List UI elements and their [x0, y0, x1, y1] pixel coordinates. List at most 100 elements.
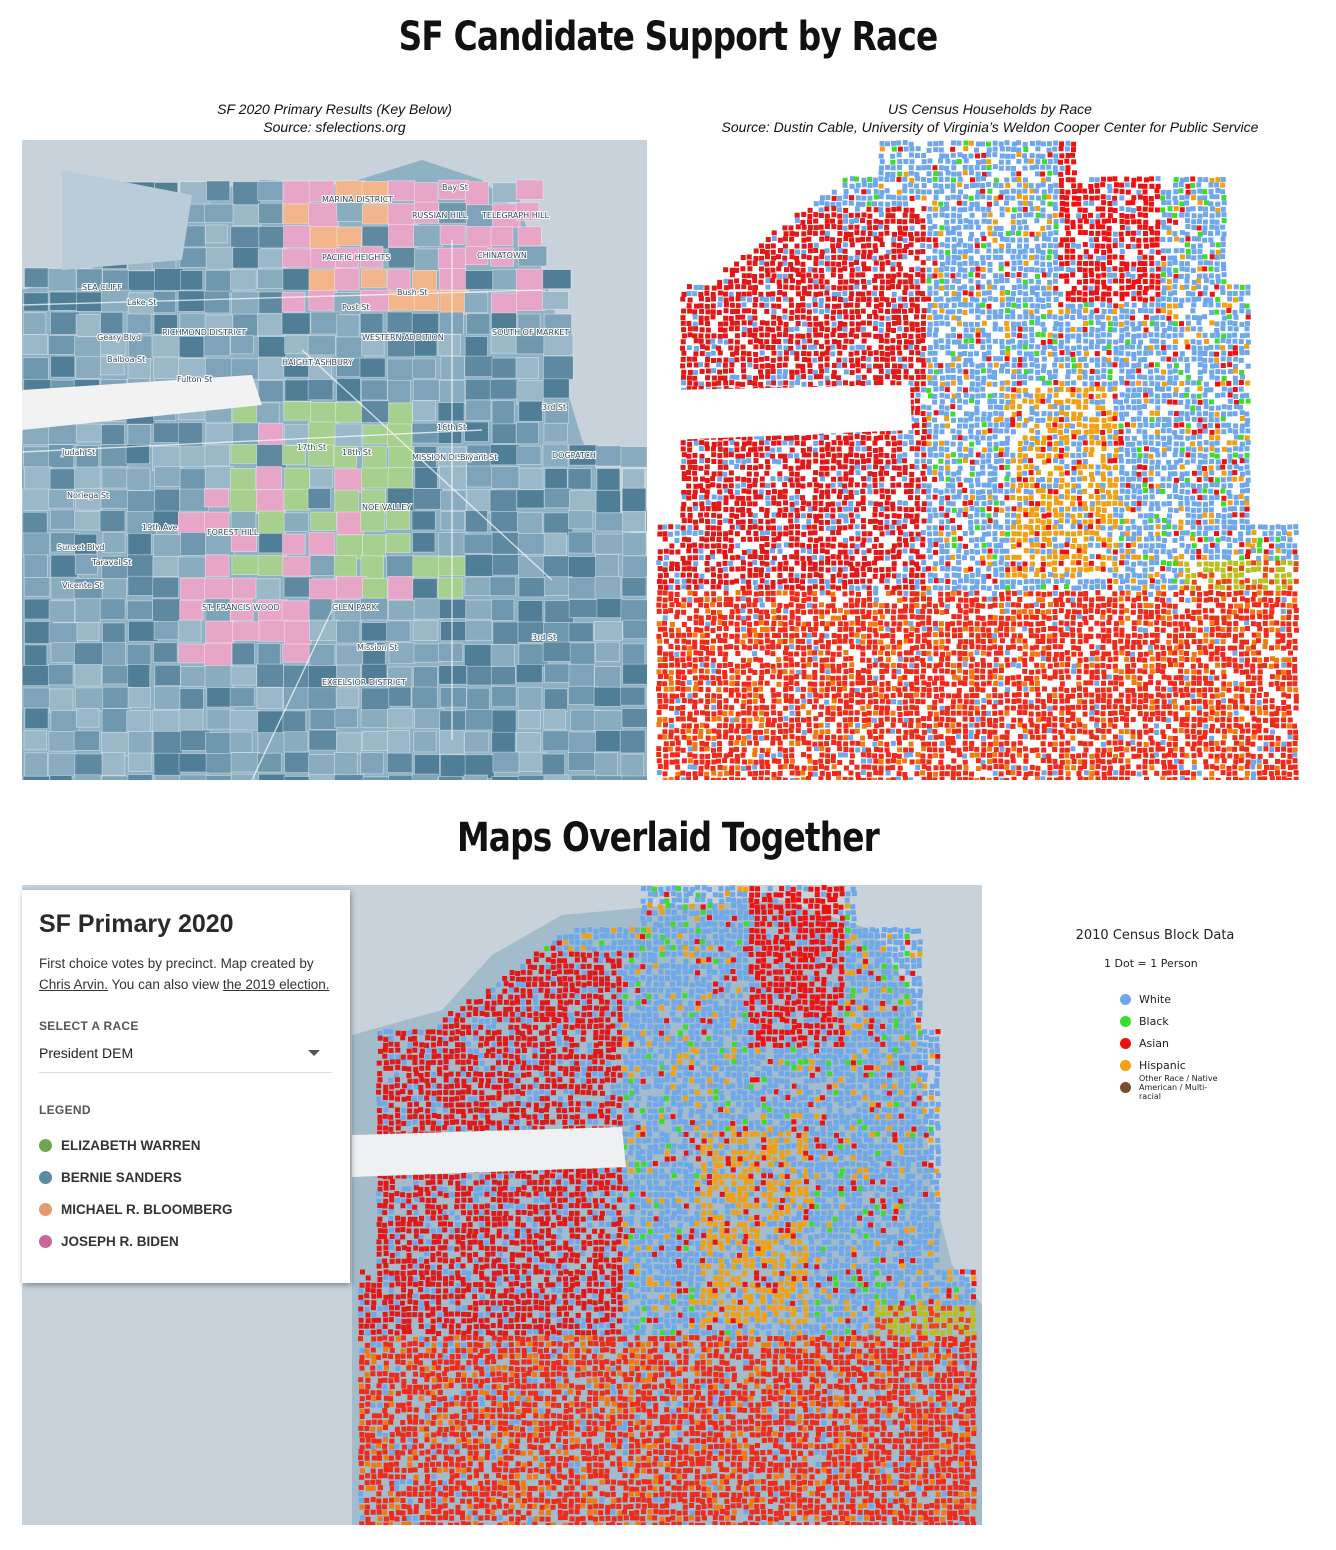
census-dot	[1215, 207, 1221, 213]
census-dot	[1214, 453, 1220, 459]
neighborhood-label: CHINATOWN	[477, 251, 527, 260]
census-dot	[1209, 291, 1215, 297]
census-dot	[765, 374, 771, 380]
precinct-block	[491, 357, 520, 379]
census-dot	[1022, 165, 1028, 171]
census-dot	[1179, 212, 1185, 218]
census-dot	[728, 470, 734, 476]
census-dot	[1130, 315, 1136, 321]
precinct-block	[177, 556, 207, 579]
census-dot	[1197, 195, 1203, 201]
census-dot	[1083, 447, 1089, 453]
precinct-block	[73, 642, 104, 666]
census-dot	[1208, 417, 1214, 423]
census-dot	[705, 381, 711, 387]
census-dot	[1076, 362, 1082, 368]
census-dot	[1113, 188, 1119, 194]
census-dot	[1161, 212, 1167, 218]
census-dot	[771, 236, 777, 242]
census-dot	[1106, 350, 1112, 356]
census-dot	[1082, 327, 1088, 333]
precinct-block	[543, 774, 569, 780]
census-dot	[728, 483, 734, 489]
census-dot	[1119, 296, 1125, 302]
census-dot	[1155, 416, 1161, 422]
census-dot	[866, 429, 872, 435]
census-dot	[681, 452, 687, 458]
census-dot	[860, 236, 866, 242]
census-dot	[1166, 279, 1172, 285]
census-dot	[1053, 206, 1059, 212]
census-dot	[1022, 477, 1028, 483]
census-dot	[897, 453, 903, 459]
census-dot	[842, 321, 848, 327]
census-dot	[1245, 398, 1251, 404]
precinct-block	[517, 686, 543, 711]
census-dot	[855, 470, 861, 476]
census-dot	[1209, 435, 1215, 441]
precinct-block	[257, 380, 284, 403]
precinct-block	[230, 752, 260, 773]
precinct-block	[282, 203, 312, 225]
census-dot	[1076, 309, 1082, 315]
census-dot	[1059, 435, 1065, 441]
census-dot	[866, 368, 872, 374]
census-dot	[1041, 291, 1047, 297]
precinct-block	[334, 708, 358, 729]
precinct-block	[24, 644, 48, 669]
census-dot	[933, 423, 939, 429]
census-dot	[861, 225, 867, 231]
census-dot	[848, 224, 854, 230]
census-dot	[1119, 327, 1125, 333]
census-dot	[1227, 392, 1233, 398]
census-dot	[1022, 177, 1028, 183]
census-dot	[699, 440, 705, 446]
census-dot	[1100, 321, 1106, 327]
census-dot	[933, 429, 939, 435]
census-dot	[1011, 177, 1017, 183]
census-dot	[1106, 243, 1112, 249]
precinct-block	[205, 775, 232, 780]
census-dot	[945, 158, 951, 164]
census-dot	[861, 458, 867, 464]
census-dot	[1011, 207, 1017, 213]
census-dot	[728, 452, 734, 458]
census-dot	[1208, 423, 1214, 429]
election-results-map[interactable]: Bay St MARINA DISTRICT RUSSIAN HILL TELEGRA…	[22, 140, 647, 780]
census-dot	[1124, 362, 1130, 368]
census-dot	[968, 308, 974, 314]
census-dot	[968, 153, 974, 159]
census-dot	[704, 345, 710, 351]
census-dot	[1095, 470, 1101, 476]
census-dot	[729, 440, 735, 446]
precinct-block	[411, 773, 439, 780]
census-dot	[1064, 434, 1070, 440]
census-dot	[734, 441, 740, 447]
census-dot	[975, 314, 981, 320]
census-dot	[747, 447, 753, 453]
census-dot	[867, 314, 873, 320]
census-dot	[1232, 411, 1238, 417]
census-dot	[1172, 297, 1178, 303]
census-dot	[1196, 315, 1202, 321]
census-dot	[1227, 483, 1233, 489]
census-dot	[1011, 165, 1017, 171]
census-dot	[1178, 321, 1184, 327]
census-dot	[1017, 225, 1023, 231]
census-dot	[1179, 177, 1185, 183]
census-dot	[1137, 489, 1143, 495]
census-dot	[938, 338, 944, 344]
precinct-block	[76, 621, 100, 641]
census-dot	[800, 267, 806, 273]
census-dot-map[interactable]	[650, 140, 1320, 780]
census-dot	[956, 392, 962, 398]
census-dot	[1053, 417, 1059, 423]
census-dot	[1154, 194, 1160, 200]
census-dot	[1161, 441, 1167, 447]
census-dot	[800, 483, 806, 489]
census-dot	[830, 201, 836, 207]
census-dot	[1035, 140, 1041, 146]
precinct-block	[492, 751, 521, 773]
census-dot	[980, 273, 986, 279]
census-dot	[975, 375, 981, 381]
